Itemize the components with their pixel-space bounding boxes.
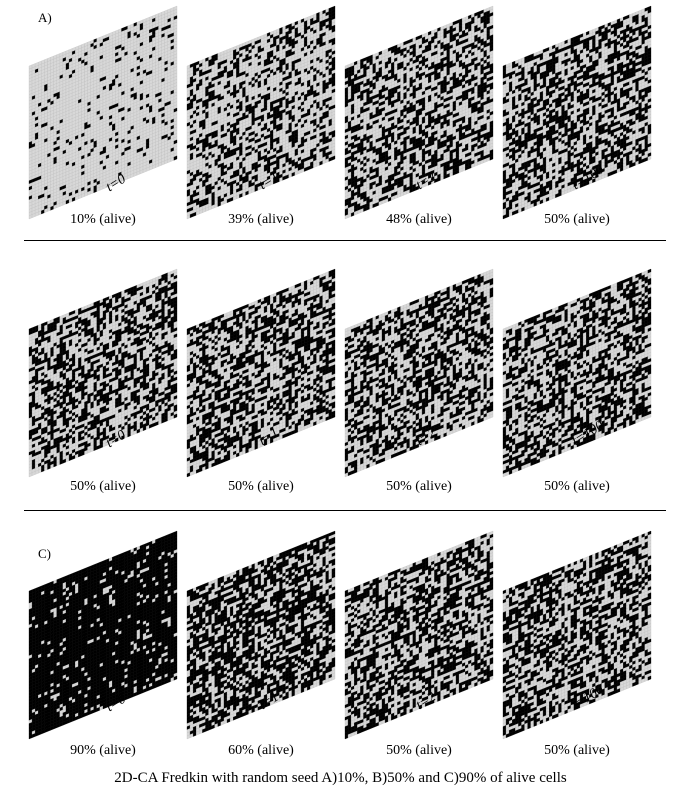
ca-grid	[28, 5, 178, 225]
ca-grid-svg	[186, 5, 336, 220]
ca-grid-svg	[28, 5, 178, 220]
ca-grid	[344, 5, 494, 225]
alive-cell	[173, 155, 178, 161]
row-a: A) t=0 t=1 t=2 t=100 10% (alive) 39% (al…	[0, 0, 681, 240]
row-label: A)	[38, 10, 52, 26]
ca-grid	[186, 5, 336, 225]
